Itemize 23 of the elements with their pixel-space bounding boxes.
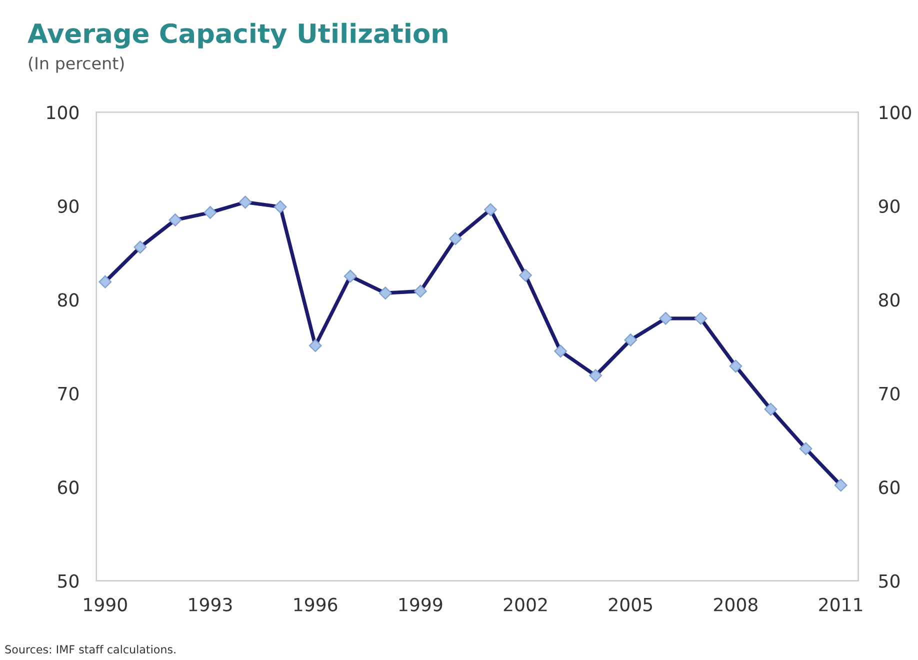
chart-subtitle: (In percent) (28, 56, 124, 73)
y2-tick-label: 100 (880, 106, 912, 120)
x-tick-label: 1990 (84, 598, 127, 612)
x-tick-label: 2005 (608, 598, 652, 612)
y2-tick-label: 80 (879, 293, 900, 307)
y-tick-label: 50 (58, 574, 79, 588)
x-tick-label: 2002 (504, 598, 547, 612)
y-tick-label: 80 (58, 293, 79, 307)
x-tick-label: 2011 (819, 598, 862, 612)
y-tick-label: 70 (58, 386, 79, 400)
x-tick-label: 1993 (189, 598, 232, 612)
y2-tick-label: 60 (879, 480, 900, 494)
y2-tick-label: 50 (879, 574, 900, 588)
x-tick-label: 2008 (714, 598, 758, 612)
y-tick-label: 60 (58, 480, 79, 494)
y2-tick-label: 70 (879, 386, 900, 400)
y-tick-label: 100 (47, 106, 79, 120)
x-tick-label: 1999 (399, 598, 442, 612)
y2-tick-label: 90 (878, 199, 900, 214)
source-note: Sources: IMF staff calculations. (5, 644, 176, 654)
x-tick-label: 1996 (294, 598, 338, 612)
chart-title: Average Capacity Utilization (28, 22, 448, 49)
y-tick-label: 90 (58, 199, 79, 214)
